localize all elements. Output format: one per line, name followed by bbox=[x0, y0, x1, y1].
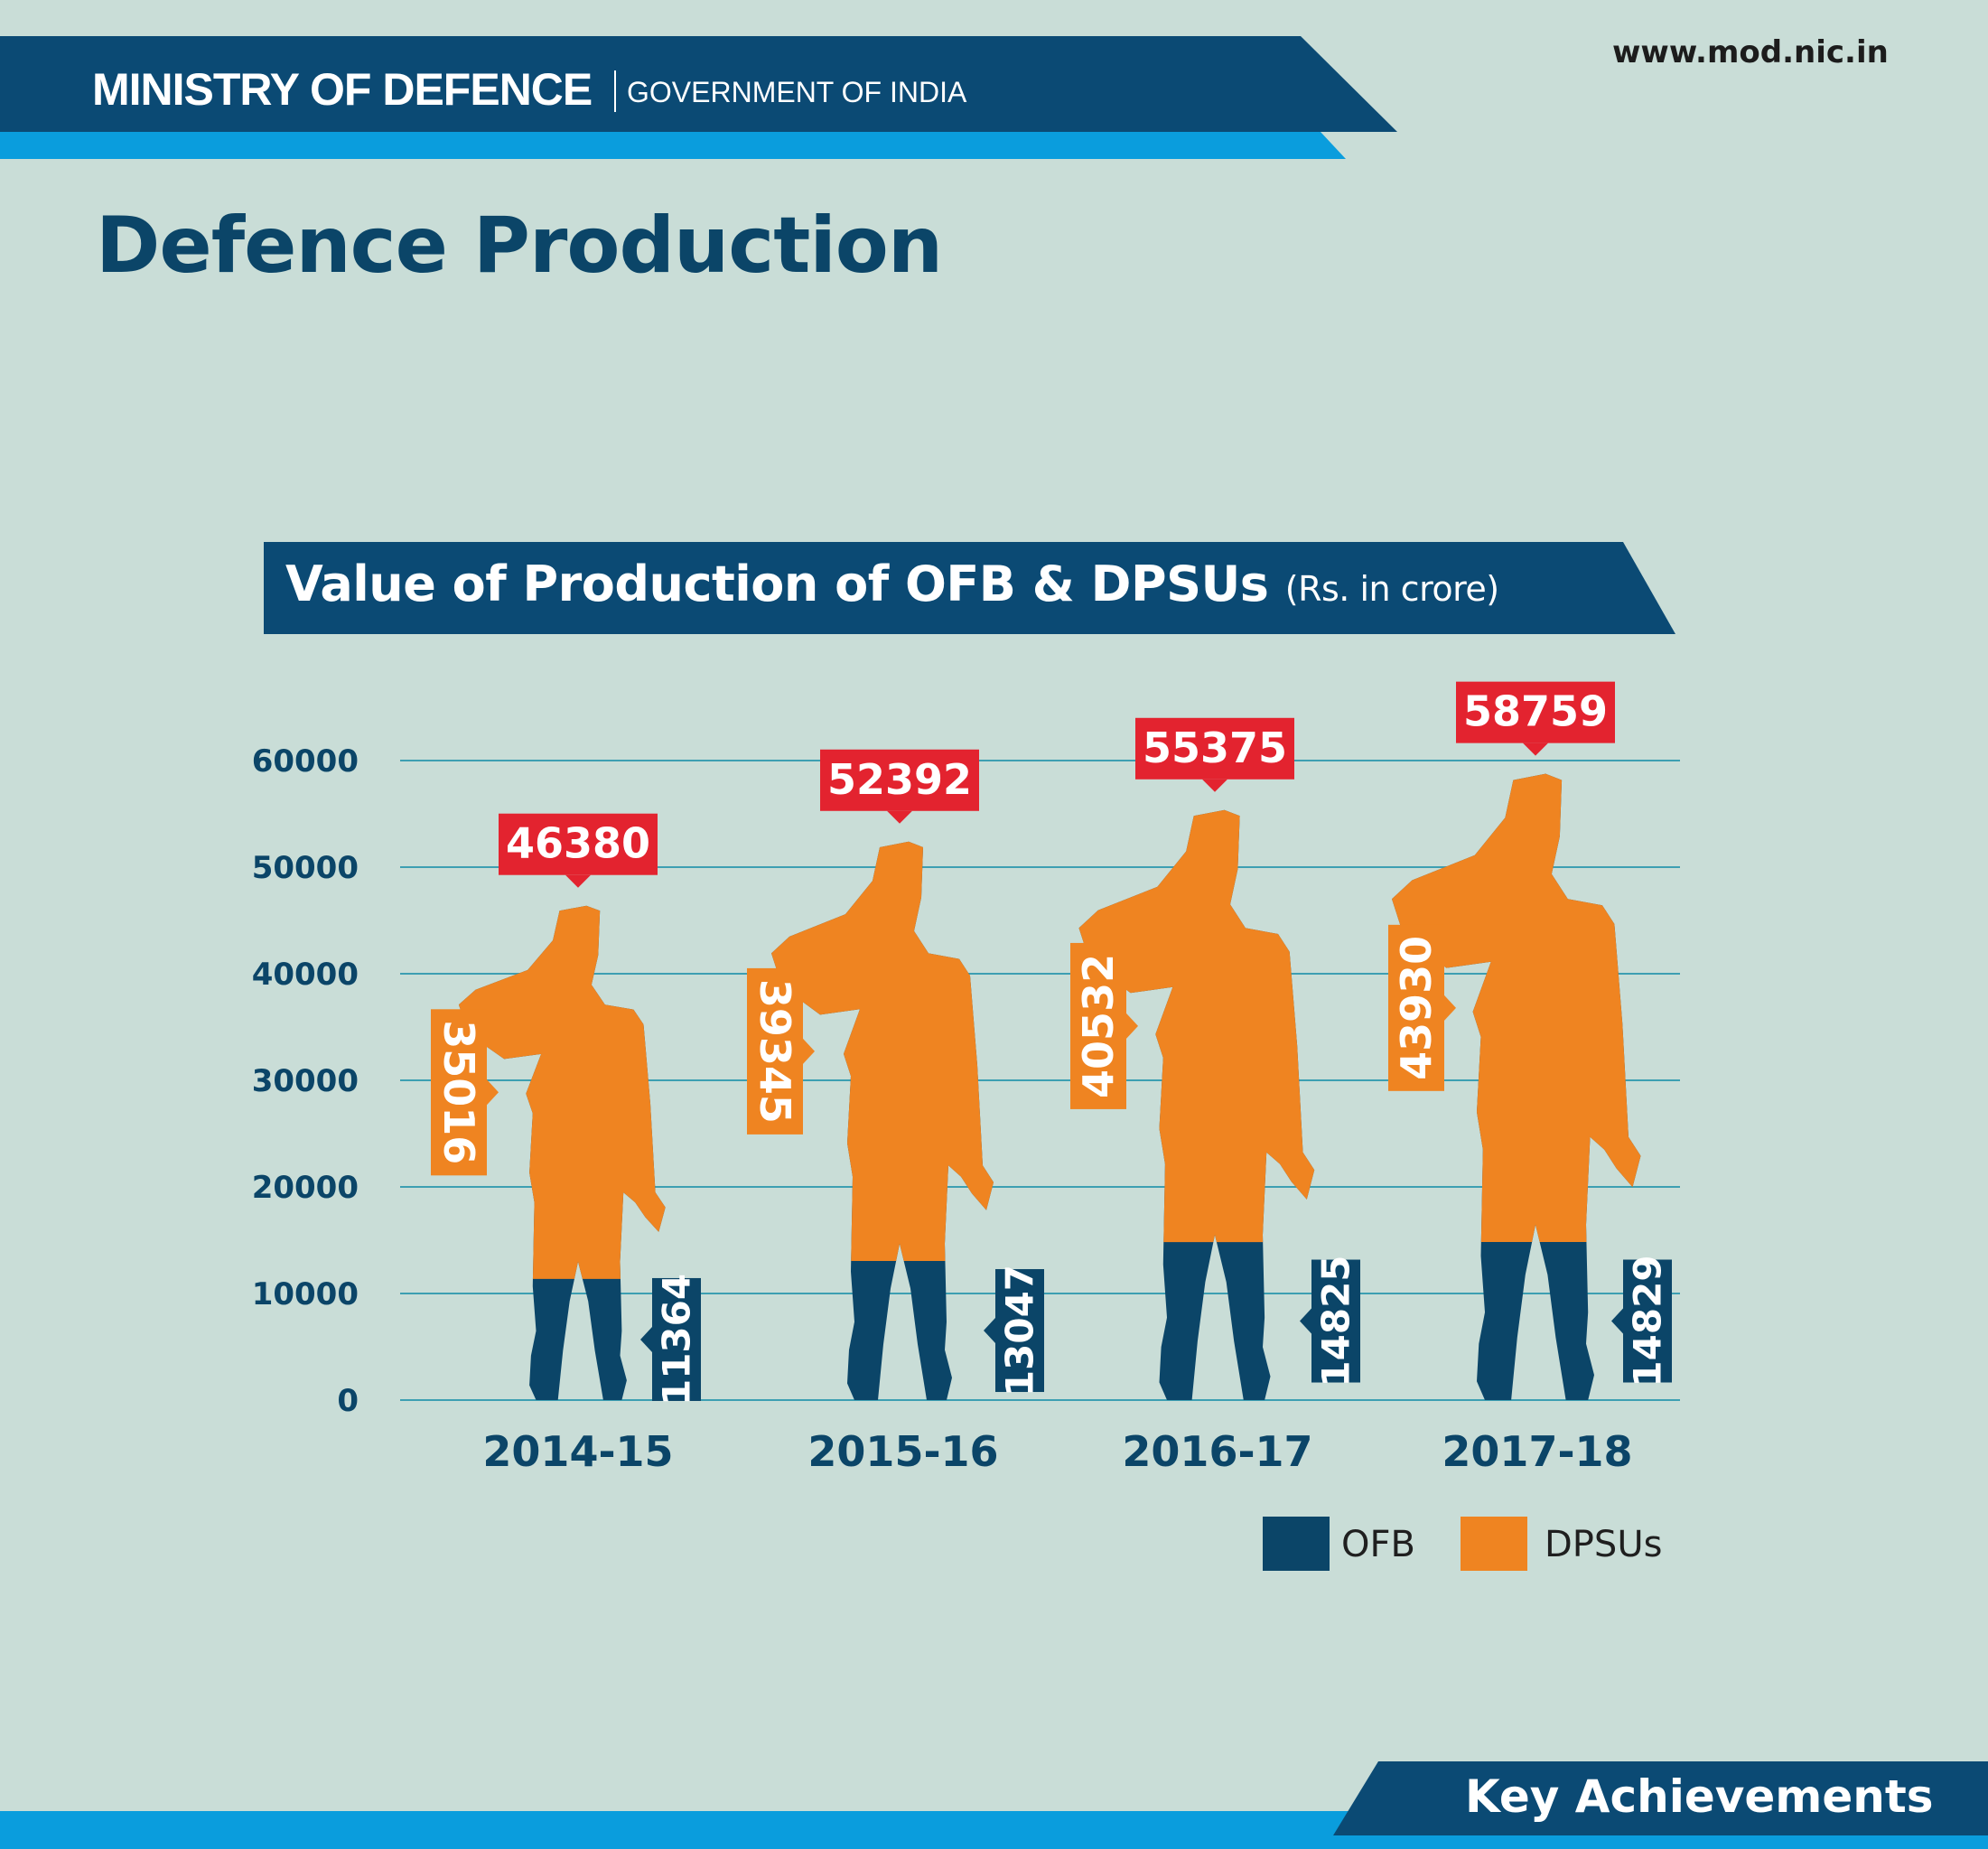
total-value-label: 55375 bbox=[1143, 724, 1287, 772]
ofb-label-pointer bbox=[640, 1326, 652, 1352]
ofb-label-pointer bbox=[1611, 1308, 1623, 1334]
dpsus-label-box bbox=[431, 1009, 487, 1176]
chart-title-banner bbox=[264, 542, 1675, 634]
dpsus-value-label: 40532 bbox=[1074, 954, 1123, 1098]
soldier-figure bbox=[1078, 809, 1315, 1400]
y-tick-label: 10000 bbox=[252, 1276, 359, 1312]
page-title: Defence Production bbox=[96, 201, 943, 291]
y-tick-label: 40000 bbox=[252, 957, 359, 993]
ministry-name: MINISTRY OF DEFENCE bbox=[92, 64, 593, 115]
dpsus-bar bbox=[771, 841, 994, 1262]
legend: OFB DPSUs bbox=[1263, 1517, 1662, 1571]
chart-unit: (Rs. in crore) bbox=[1284, 569, 1499, 609]
dpsus-label-box bbox=[1388, 924, 1444, 1091]
ofb-label-box bbox=[652, 1277, 701, 1401]
ofb-value-label: 13047 bbox=[998, 1265, 1042, 1396]
total-callout-pointer bbox=[565, 874, 591, 888]
footer-label: Key Achievements bbox=[1465, 1770, 1934, 1823]
legend-swatch-ofb bbox=[1263, 1517, 1330, 1571]
header-stripe bbox=[0, 132, 1346, 159]
total-callout-pointer bbox=[1523, 742, 1548, 756]
y-tick-label: 20000 bbox=[252, 1170, 359, 1206]
header-divider bbox=[614, 70, 616, 112]
ofb-label-box bbox=[1311, 1259, 1360, 1383]
header-banner bbox=[0, 36, 1397, 132]
dpsus-bar bbox=[1392, 773, 1641, 1243]
total-callout-pointer bbox=[1202, 779, 1227, 792]
total-value-label: 58759 bbox=[1463, 687, 1608, 736]
y-tick-label: 0 bbox=[337, 1383, 359, 1419]
y-tick-label: 60000 bbox=[252, 743, 359, 780]
total-callout bbox=[499, 813, 658, 888]
dpsus-bar bbox=[458, 905, 666, 1279]
dpsus-label-box bbox=[1070, 942, 1126, 1109]
x-category-label: 2014-15 bbox=[482, 1427, 673, 1476]
x-category-label: 2015-16 bbox=[807, 1427, 998, 1476]
total-value-label: 52392 bbox=[827, 755, 972, 804]
y-tick-label: 50000 bbox=[252, 850, 359, 886]
total-callout bbox=[1135, 717, 1294, 792]
ofb-value-label: 14829 bbox=[1626, 1255, 1670, 1387]
website-url: www.mod.nic.in bbox=[1612, 34, 1889, 70]
dpsus-label-box bbox=[747, 967, 803, 1135]
total-callout-box bbox=[1456, 681, 1615, 743]
x-category-label: 2017-18 bbox=[1442, 1427, 1632, 1476]
y-tick-label: 30000 bbox=[252, 1063, 359, 1099]
total-callout bbox=[1456, 681, 1615, 756]
dpsus-label-pointer bbox=[803, 1038, 815, 1064]
dpsus-value-label: 35016 bbox=[434, 1020, 483, 1164]
chart-title-text: Value of Production of OFB & DPSUs bbox=[285, 556, 1269, 612]
total-callout-box bbox=[1135, 717, 1294, 780]
legend-label-dpsus: DPSUs bbox=[1545, 1524, 1662, 1565]
ofb-value-label: 11364 bbox=[655, 1274, 699, 1405]
dpsus-value-label: 43930 bbox=[1392, 936, 1441, 1080]
dpsus-bar bbox=[1078, 809, 1315, 1243]
ofb-value-label: 14825 bbox=[1314, 1255, 1358, 1387]
chart-title: Value of Production of OFB & DPSUs (Rs. … bbox=[285, 556, 1499, 612]
dpsus-value-label: 39345 bbox=[751, 979, 799, 1124]
total-value-label: 46380 bbox=[506, 819, 650, 868]
dpsus-label-pointer bbox=[1444, 995, 1456, 1021]
total-callout-pointer bbox=[887, 810, 912, 824]
legend-swatch-dpsus bbox=[1461, 1517, 1527, 1571]
ofb-label-box bbox=[995, 1269, 1044, 1393]
soldier-figure bbox=[771, 841, 994, 1400]
ofb-label-pointer bbox=[1300, 1308, 1311, 1334]
legend-label-ofb: OFB bbox=[1341, 1524, 1415, 1565]
total-callout-box bbox=[499, 813, 658, 875]
soldier-figure bbox=[1392, 773, 1641, 1400]
total-callout-box bbox=[820, 749, 979, 811]
government-label: GOVERNMENT OF INDIA bbox=[627, 76, 967, 108]
dpsus-label-pointer bbox=[487, 1079, 499, 1106]
footer-banner bbox=[1333, 1761, 1988, 1835]
soldier-figure bbox=[458, 905, 666, 1400]
ofb-label-pointer bbox=[984, 1318, 995, 1344]
x-category-label: 2016-17 bbox=[1122, 1427, 1312, 1476]
total-callout bbox=[820, 749, 979, 824]
dpsus-label-pointer bbox=[1126, 1013, 1138, 1039]
ofb-label-box bbox=[1623, 1259, 1672, 1383]
